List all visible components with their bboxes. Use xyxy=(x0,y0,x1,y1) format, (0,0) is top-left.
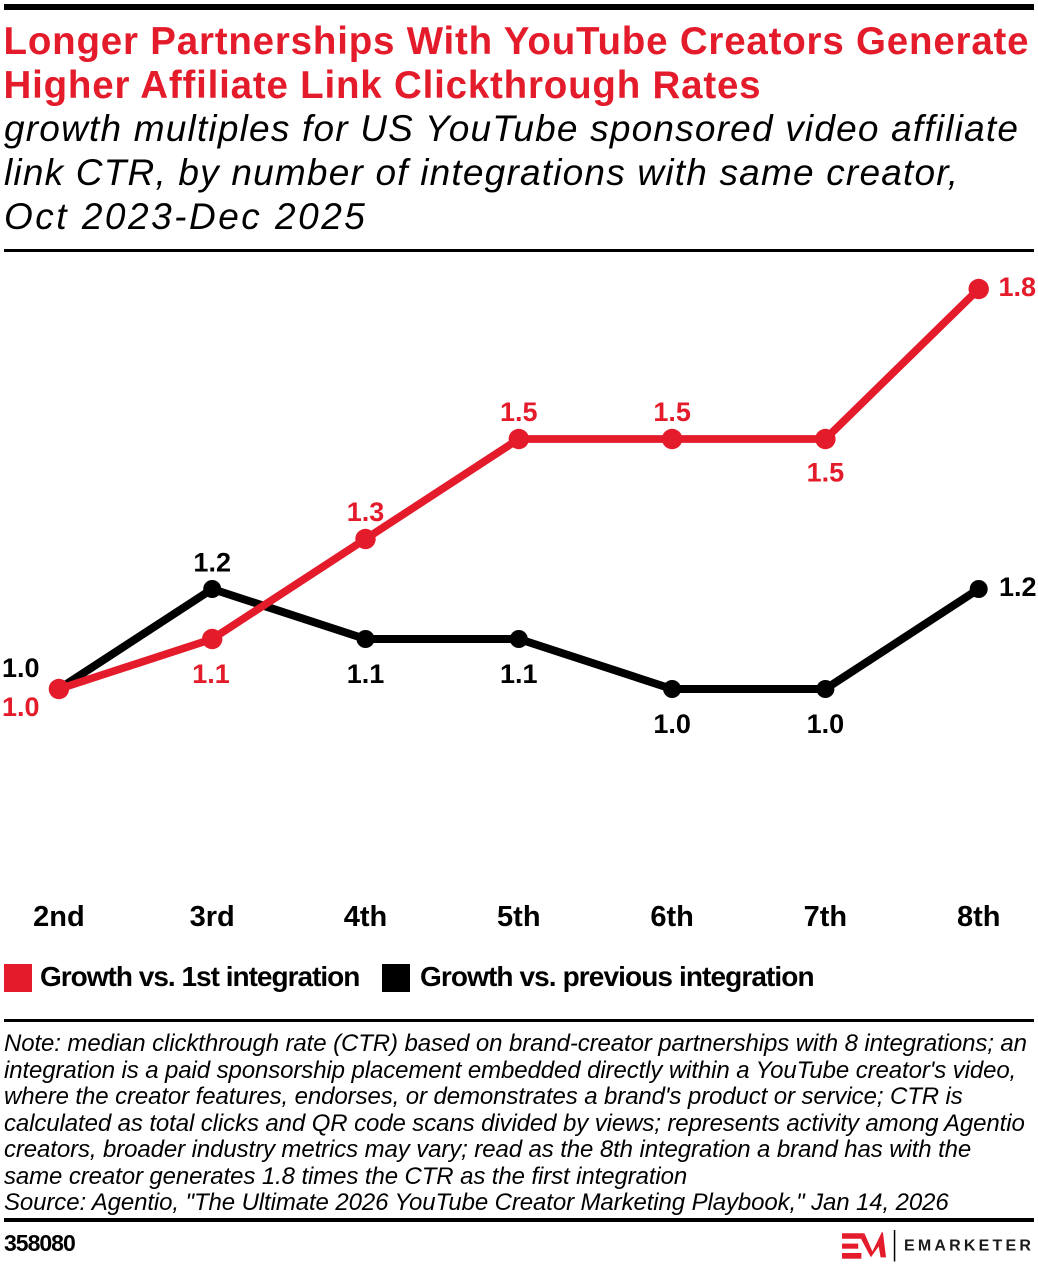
svg-text:1.5: 1.5 xyxy=(653,397,691,427)
svg-text:1.3: 1.3 xyxy=(347,497,385,527)
svg-text:1.2: 1.2 xyxy=(999,572,1037,602)
svg-text:EMARKETER: EMARKETER xyxy=(904,1238,1034,1255)
svg-text:1.0: 1.0 xyxy=(2,692,40,722)
svg-text:1.0: 1.0 xyxy=(807,709,845,739)
svg-text:1.1: 1.1 xyxy=(192,659,230,689)
svg-text:1.1: 1.1 xyxy=(347,659,385,689)
svg-text:1.5: 1.5 xyxy=(807,458,845,488)
svg-text:4th: 4th xyxy=(344,901,388,933)
svg-text:1.2: 1.2 xyxy=(193,548,231,578)
svg-text:1.5: 1.5 xyxy=(500,397,538,427)
svg-text:1.0: 1.0 xyxy=(653,709,691,739)
svg-text:1.1: 1.1 xyxy=(500,659,538,689)
svg-text:1.8: 1.8 xyxy=(999,272,1037,302)
svg-text:2nd: 2nd xyxy=(33,901,85,933)
svg-text:1.0: 1.0 xyxy=(2,653,40,683)
svg-text:6th: 6th xyxy=(650,901,694,933)
svg-text:3rd: 3rd xyxy=(190,901,235,933)
svg-text:8th: 8th xyxy=(957,901,1001,933)
svg-text:5th: 5th xyxy=(497,901,541,933)
svg-text:7th: 7th xyxy=(804,901,848,933)
